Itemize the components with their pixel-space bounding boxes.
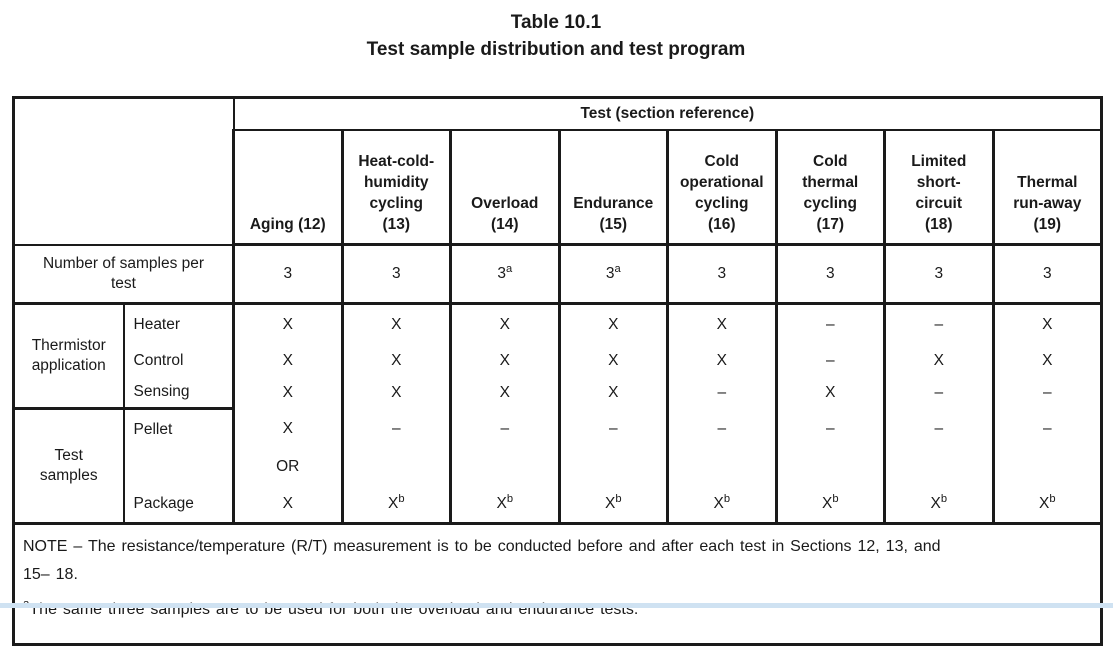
footnote-a: aThe same three samples are to be used f… [23, 598, 1090, 622]
table-subtitle: Test sample distribution and test progra… [366, 39, 746, 60]
col-header-endurance: Endurance (15) [557, 129, 669, 246]
table-cell: X [232, 485, 344, 524]
table-cell: X [449, 345, 561, 377]
col-header-limited-short-circuit: Limited short- circuit (18) [883, 129, 995, 246]
table-cell [883, 449, 995, 485]
table-cell: X [557, 303, 669, 345]
table-cell: Xb [557, 485, 669, 524]
col-header-cold-operational: Cold operational cycling (16) [666, 129, 778, 246]
table-cell: – [666, 377, 778, 409]
note-cell: NOTE – The resistance/temperature (R/T) … [12, 522, 1103, 646]
samples-count-cell: 3a [449, 243, 561, 305]
samples-count-cell: 3 [666, 243, 778, 305]
table-cell: Xb [883, 485, 995, 524]
table-corner-cell [12, 96, 235, 246]
table-cell: – [557, 408, 669, 449]
samples-count-cell: 3 [340, 243, 452, 305]
table-cell: – [883, 303, 995, 345]
table-cell: X [991, 345, 1104, 377]
col-header-aging: Aging (12) [232, 129, 344, 246]
samples-count-cell: 3a [557, 243, 669, 305]
table-cell: X [774, 377, 886, 409]
table-cell [774, 449, 886, 485]
samples-count-cell: 3 [232, 243, 344, 305]
col-header-cold-thermal: Cold thermal cycling (17) [774, 129, 886, 246]
row-label-package: Package [122, 485, 235, 524]
table-cell [449, 449, 561, 485]
table-cell: X [232, 345, 344, 377]
row-label-blank [122, 449, 235, 485]
col-header-overload: Overload (14) [449, 129, 561, 246]
table-cell: Xb [774, 485, 886, 524]
table-cell [557, 449, 669, 485]
table-cell: Xb [449, 485, 561, 524]
samples-count-cell: 3 [991, 243, 1104, 305]
col-header-heat-cold-humidity: Heat-cold- humidity cycling (13) [340, 129, 452, 246]
table-cell: Xb [340, 485, 452, 524]
col-header-thermal-runaway: Thermal run-away (19) [991, 129, 1104, 246]
samples-count-cell: 3 [774, 243, 886, 305]
table-cell: X [232, 377, 344, 409]
table-cell: Xb [991, 485, 1104, 524]
table-cell: X [340, 377, 452, 409]
table-cell: X [666, 303, 778, 345]
table-cell: – [449, 408, 561, 449]
table-cell: X [340, 303, 452, 345]
table-cell: Xb [666, 485, 778, 524]
table-cell: – [774, 345, 886, 377]
table-cell: X [883, 345, 995, 377]
table-cell: X [340, 345, 452, 377]
test-section-reference-header: Test (section reference) [232, 96, 1103, 131]
table-cell: – [340, 408, 452, 449]
table-number-title: Table 10.1 [510, 12, 602, 33]
table-cell: X [449, 303, 561, 345]
table-cell: X [557, 377, 669, 409]
row-label-control: Control [122, 345, 235, 377]
row-label-pellet: Pellet [122, 407, 235, 449]
table-title-block: Table 10.1 Test sample distribution and … [12, 9, 1100, 63]
table-cell: – [774, 408, 886, 449]
group-label-test-samples: Test samples [12, 407, 125, 524]
table-cell: – [666, 408, 778, 449]
table-cell [666, 449, 778, 485]
table-cell [991, 449, 1104, 485]
test-program-table: Test (section reference) Aging (12) Heat… [12, 96, 1104, 646]
table-cell: X [449, 377, 561, 409]
note-text-line2: 15– 18. [23, 566, 78, 583]
table-cell: – [774, 303, 886, 345]
window-bottom-edge [0, 603, 1113, 608]
samples-row-label: Number of samples per test [12, 243, 235, 305]
row-label-sensing: Sensing [122, 377, 235, 409]
row-label-heater: Heater [122, 302, 235, 345]
table-cell: – [883, 408, 995, 449]
table-cell: X [232, 408, 344, 449]
table-cell [340, 449, 452, 485]
table-cell: – [991, 408, 1104, 449]
samples-count-cell: 3 [883, 243, 995, 305]
table-cell: X [232, 303, 344, 345]
note-text-line1: NOTE – The resistance/temperature (R/T) … [23, 538, 941, 555]
table-cell: – [991, 377, 1104, 409]
table-cell: – [883, 377, 995, 409]
table-cell: X [991, 303, 1104, 345]
group-label-thermistor-application: Thermistor application [12, 302, 125, 409]
or-cell: OR [232, 449, 344, 485]
table-cell: X [666, 345, 778, 377]
table-cell: X [557, 345, 669, 377]
